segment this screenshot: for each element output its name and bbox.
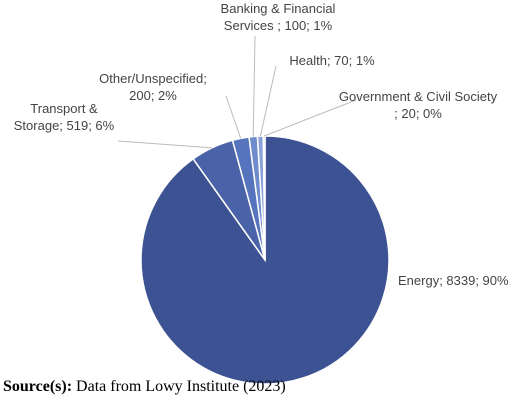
leader-line <box>117 140 213 149</box>
data-label: Transport & Storage; 519; 6% <box>13 101 115 133</box>
source-text: Data from Lowy Institute (2023) <box>76 378 286 395</box>
leader-line <box>263 99 357 137</box>
leader-line <box>259 65 277 137</box>
data-label: Banking & Financial Services ; 100; 1% <box>220 1 336 33</box>
data-label: Health; 70; 1% <box>289 53 375 68</box>
leader-line <box>225 95 242 139</box>
data-label: Energy; 8339; 90% <box>398 273 509 288</box>
source-label: Source(s): <box>3 378 73 395</box>
data-label: Government & Civil Society ; 20; 0% <box>338 89 498 121</box>
leader-line <box>252 35 256 137</box>
source: Source(s): Data from Lowy Institute (202… <box>3 378 286 396</box>
data-label: Other/Unspecified; 200; 2% <box>99 71 207 103</box>
